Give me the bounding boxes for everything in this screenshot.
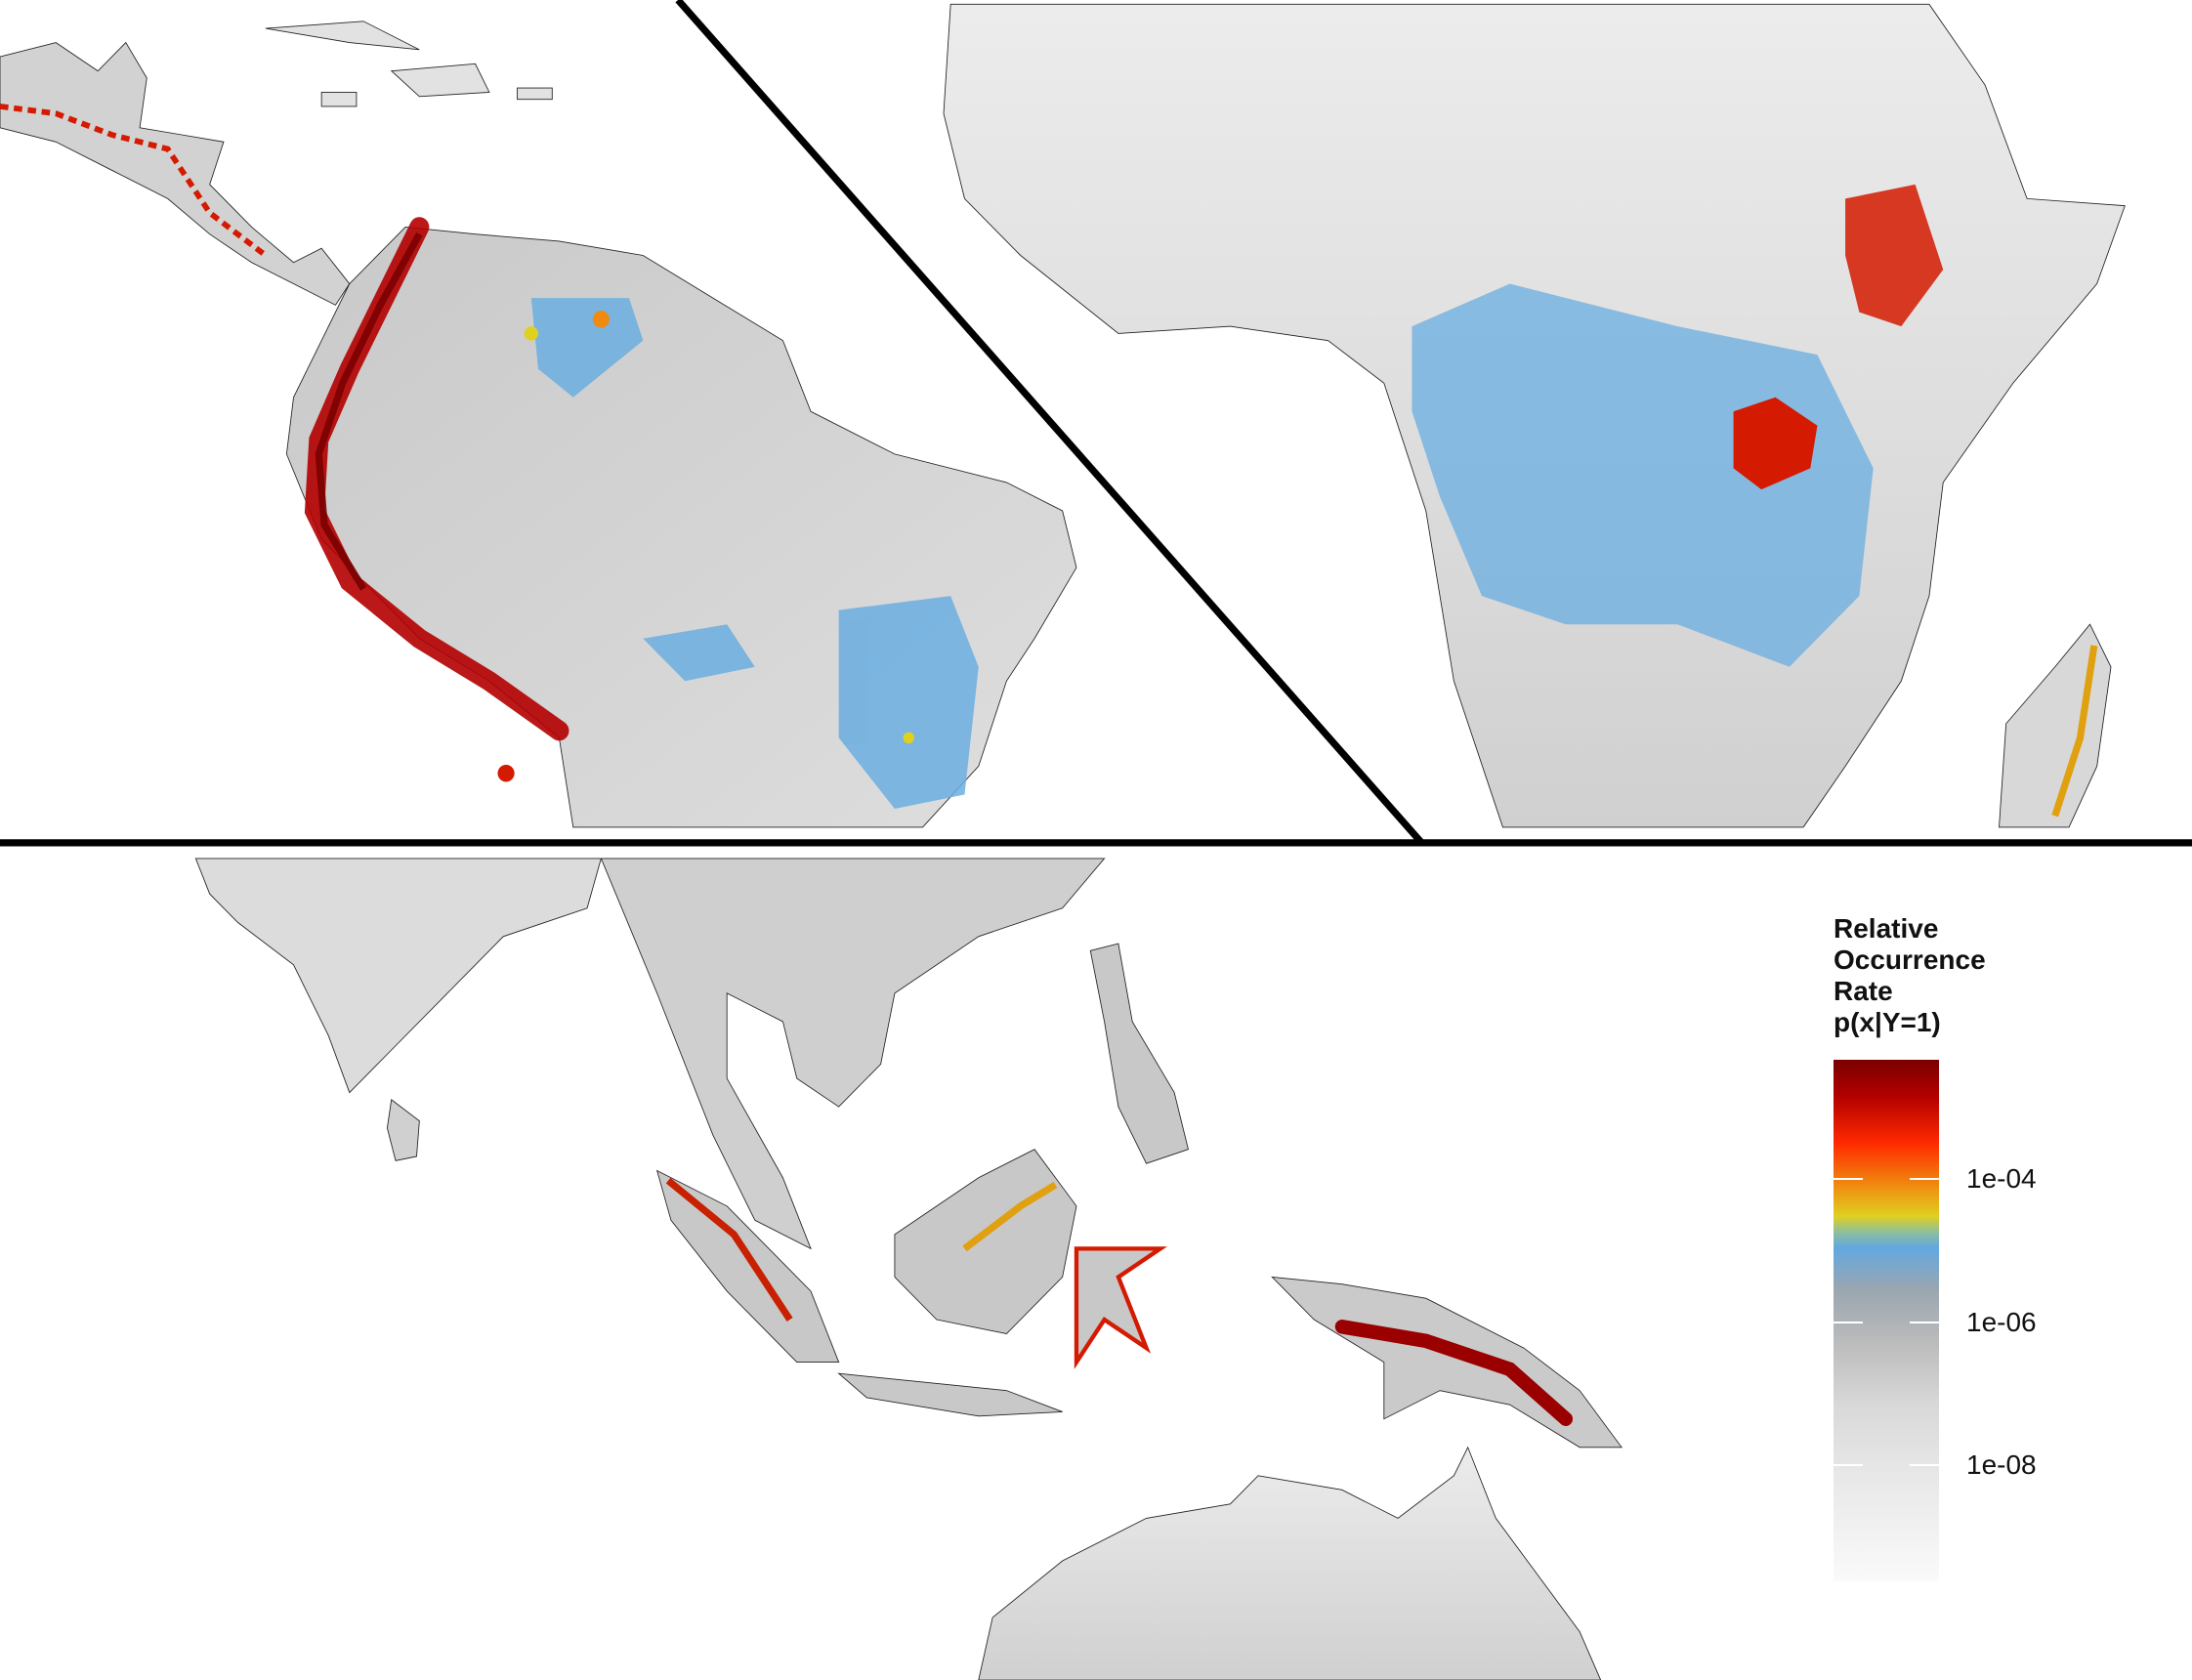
blue-patches-brazil (530, 298, 979, 810)
tick-label: 1e-08 (1966, 1449, 2037, 1480)
india-landmass (194, 858, 602, 1094)
new-guinea-hotspot (1334, 1320, 1574, 1426)
tick-mark-right (1910, 1464, 1939, 1466)
yellow-red-spots (497, 311, 914, 782)
madagascar-hotspot (2051, 645, 2098, 818)
color-legend: Relative Occurrence Rate p(x|Y=1) 1e-04 … (1834, 913, 2087, 1581)
sumatra (655, 1169, 840, 1364)
tick-mark-left (1834, 1322, 1863, 1323)
sulawesi (1074, 1246, 1167, 1369)
borneo-hotspot (962, 1181, 1058, 1252)
central-america-landmass (0, 41, 351, 306)
tick-mark-right (1910, 1322, 1939, 1323)
panel-asia-oceania (194, 858, 1623, 1680)
great-lakes-hotspot (1733, 397, 1818, 490)
tick-mark-right (1910, 1178, 1939, 1180)
australia-landmass (978, 1446, 1602, 1680)
java (837, 1372, 1063, 1417)
central-america-hotspots (0, 104, 268, 258)
central-africa-blue (1412, 283, 1874, 667)
legend-colorbar (1834, 1060, 1939, 1581)
borneo (894, 1149, 1077, 1335)
caribbean-islands (265, 21, 553, 107)
ethiopian-highlands-hotspot (1845, 184, 1944, 327)
panel-americas (0, 21, 1077, 828)
tick-label: 1e-04 (1966, 1163, 2037, 1194)
madagascar (1999, 623, 2112, 828)
legend-title: Relative Occurrence Rate p(x|Y=1) (1834, 913, 1986, 1037)
andes-hotspot-core (315, 231, 423, 591)
tick-mark-left (1834, 1464, 1863, 1466)
tick-mark-left (1834, 1178, 1863, 1180)
panel-africa (943, 3, 2126, 828)
sumatra-hotspot (665, 1177, 793, 1323)
diagonal-divider (675, 0, 1425, 846)
tick-label: 1e-06 (1966, 1307, 2037, 1337)
philippines (1089, 943, 1189, 1164)
new-guinea (1271, 1276, 1623, 1449)
sri-lanka (386, 1099, 420, 1161)
mainland-southeast-asia (600, 858, 1106, 1250)
